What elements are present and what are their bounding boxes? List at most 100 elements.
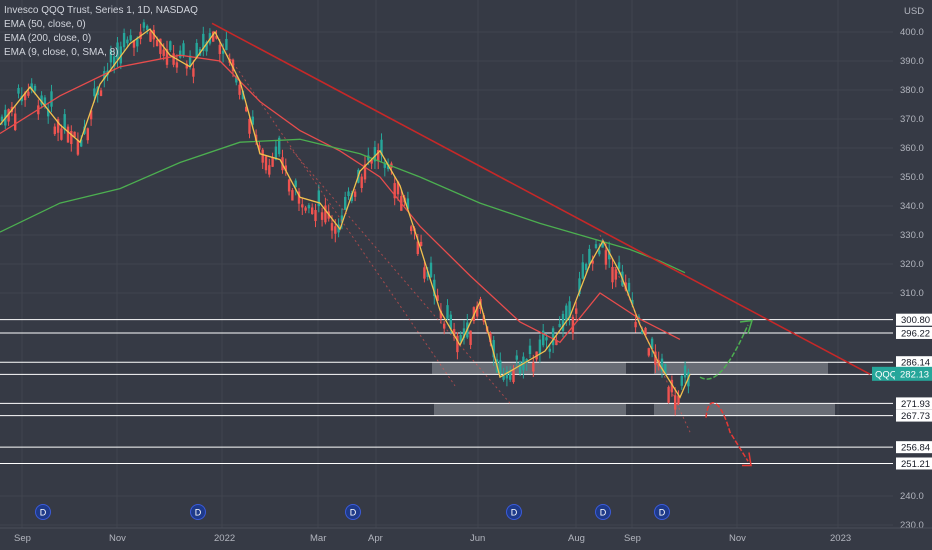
- time-tick: Sep: [14, 533, 31, 544]
- candle-body: [416, 241, 419, 255]
- candle-body: [99, 90, 103, 96]
- candle-body: [459, 334, 462, 342]
- legend-ema9: EMA (9, close, 0, SMA, 8): [4, 47, 119, 58]
- candle-body: [320, 212, 324, 220]
- candle-body: [489, 332, 492, 343]
- candle-body: [43, 97, 47, 107]
- candle-body: [617, 262, 621, 269]
- candle-body: [344, 196, 347, 210]
- candle-body: [76, 139, 80, 155]
- candle-body: [301, 204, 304, 208]
- candle-body: [542, 330, 545, 346]
- candle-body: [446, 305, 449, 319]
- candle-body: [406, 198, 410, 209]
- price-tick: 370.0: [900, 114, 924, 125]
- candle-body: [294, 180, 297, 188]
- candle-body: [274, 146, 278, 160]
- candle-body: [136, 37, 139, 47]
- price-tick: 380.0: [900, 85, 924, 96]
- ticker-label: QQQ: [875, 369, 897, 380]
- candle-body: [73, 131, 76, 138]
- candle-body: [505, 370, 509, 379]
- candle-body: [350, 192, 353, 202]
- candle-body: [47, 109, 50, 117]
- price-tick: 310.0: [900, 288, 924, 299]
- candle-body: [215, 35, 218, 39]
- candle-body: [30, 83, 33, 90]
- candle-body: [667, 387, 670, 403]
- candle-body: [614, 269, 617, 280]
- candle-body: [584, 263, 588, 270]
- candle-body: [40, 95, 43, 105]
- time-tick: Sep: [624, 533, 641, 544]
- candle-body: [179, 50, 182, 58]
- candle-body: [429, 262, 433, 278]
- candle-body: [20, 95, 23, 102]
- candle-body: [50, 91, 53, 107]
- dividend-icon-label: D: [195, 508, 202, 518]
- time-tick: Apr: [368, 533, 383, 544]
- candle-body: [56, 119, 60, 133]
- candle-body: [195, 42, 198, 59]
- candle-body: [264, 156, 268, 171]
- level-label: 286.14: [901, 358, 930, 369]
- candle-body: [142, 22, 146, 28]
- price-tick: 230.0: [900, 520, 924, 531]
- candle-body: [380, 139, 383, 156]
- ema50-line: [0, 54, 681, 344]
- candle-body: [146, 25, 149, 30]
- candle-body: [373, 147, 377, 162]
- candle-body: [502, 375, 505, 380]
- candle-body: [670, 379, 674, 393]
- projection-down-arrow: [705, 401, 749, 462]
- dividend-icon: [595, 504, 611, 520]
- candle-body: [660, 358, 664, 372]
- candle-body: [509, 370, 512, 380]
- candle-body: [116, 42, 119, 60]
- candle-body: [109, 49, 113, 63]
- candle-body: [119, 46, 122, 64]
- time-tick: Mar: [310, 533, 326, 544]
- candle-body: [528, 345, 532, 355]
- candle-body: [469, 330, 472, 345]
- candle-body: [89, 110, 93, 120]
- dividend-icon: [35, 504, 51, 520]
- time-tick: 2022: [214, 533, 235, 544]
- candle-body: [561, 313, 565, 332]
- candle-body: [53, 126, 56, 135]
- time-tick: 2023: [830, 533, 851, 544]
- candle-body: [551, 328, 555, 346]
- candle-body: [261, 149, 264, 163]
- candle-body: [581, 262, 584, 279]
- candle-body: [419, 241, 423, 246]
- candle-body: [258, 145, 261, 150]
- candle-body: [80, 139, 83, 147]
- candle-body: [307, 205, 311, 209]
- candle-body: [611, 266, 614, 283]
- dividend-icon-label: D: [659, 508, 666, 518]
- dividend-icon: [654, 504, 670, 520]
- candle-body: [169, 41, 172, 51]
- candle-body: [63, 114, 66, 130]
- candle-body: [634, 321, 637, 328]
- candle-body: [436, 295, 439, 301]
- candle-body: [363, 164, 367, 180]
- last-price-label: 282.13: [900, 369, 929, 380]
- candle-body: [251, 116, 254, 125]
- candle-body: [324, 205, 327, 223]
- candle-body: [93, 88, 96, 97]
- candle-body: [60, 128, 63, 140]
- candle-body: [175, 62, 179, 68]
- candle-body: [568, 301, 571, 319]
- candle-body: [231, 59, 235, 72]
- candle-body: [578, 278, 581, 295]
- candle-body: [129, 35, 132, 41]
- chart-legend: Invesco QQQ Trust, Series 1, 1D, NASDAQ …: [4, 4, 198, 60]
- candle-body: [664, 364, 667, 375]
- level-label: 271.93: [901, 399, 930, 410]
- candle-body: [598, 250, 601, 255]
- candle-body: [594, 244, 598, 249]
- candle-body: [565, 305, 568, 321]
- level-label-bg: [896, 409, 932, 422]
